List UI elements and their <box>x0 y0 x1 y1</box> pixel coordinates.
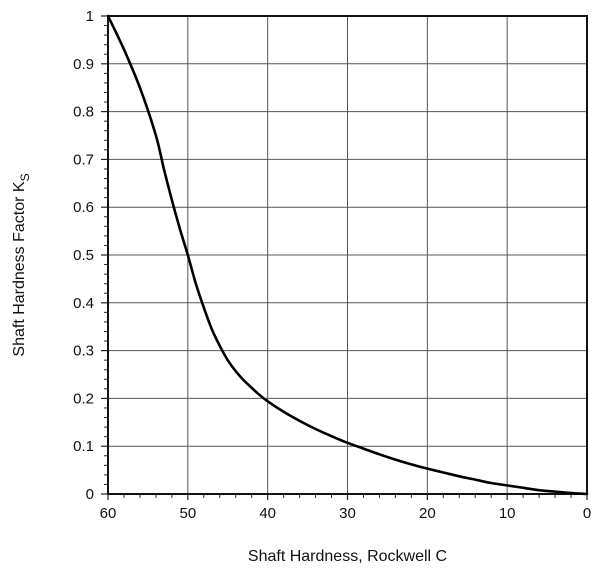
y-tick-label: 0.8 <box>73 104 94 121</box>
y-tick-label: 0.2 <box>73 390 94 407</box>
x-tick-label: 60 <box>100 505 117 522</box>
plot-frame <box>107 15 588 495</box>
y-tick-label: 0 <box>86 486 94 503</box>
axis-ticks <box>101 15 588 500</box>
y-tick-label: 0.4 <box>73 295 94 312</box>
y-axis-title-subscript: S <box>18 173 32 181</box>
x-tick-label: 40 <box>259 505 276 522</box>
x-tick-label: 30 <box>339 505 356 522</box>
series-line <box>106 14 589 496</box>
y-tick-label: 0.9 <box>73 56 94 73</box>
y-axis-title: Shaft Hardness Factor KS <box>11 173 32 356</box>
x-tick-label: 50 <box>179 505 196 522</box>
y-tick-label: 0.5 <box>73 247 94 264</box>
y-tick-label: 0.1 <box>73 438 94 455</box>
tick-labels: 60 50 40 30 20 10 0 0 0.1 0.2 0.3 0.4 0.5 0.6 0.7 0.8 0.… <box>73 8 591 522</box>
y-tick-label: 0.6 <box>73 199 94 216</box>
y-tick-label: 1 <box>86 8 94 25</box>
y-tick-label: 0.7 <box>73 151 94 168</box>
x-tick-label: 20 <box>419 505 436 522</box>
x-axis-title: Shaft Hardness, Rockwell C <box>248 548 447 565</box>
grid <box>107 15 588 495</box>
x-tick-label: 10 <box>499 505 516 522</box>
y-axis-title-main: Shaft Hardness Factor K <box>11 181 28 357</box>
x-tick-label: 0 <box>583 505 591 522</box>
y-tick-label: 0.3 <box>73 343 94 360</box>
